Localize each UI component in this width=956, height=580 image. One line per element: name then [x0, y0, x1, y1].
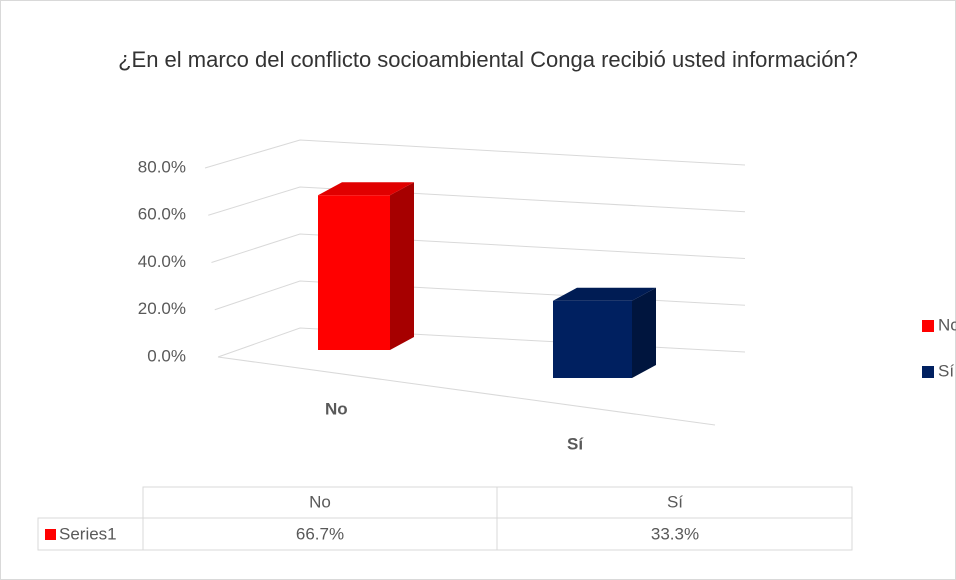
bar-side [390, 182, 414, 350]
table-swatch [45, 529, 56, 540]
table-row [37, 517, 853, 551]
legend-label: Sí [938, 361, 954, 380]
legend-swatch [922, 320, 934, 332]
legend-label: No [938, 315, 956, 334]
bar-top [318, 182, 414, 196]
floor [217, 356, 716, 426]
chart-title: ¿En el marco del conflicto socioambienta… [118, 47, 858, 72]
table-value: 66.7% [296, 524, 344, 543]
y-tick-label: 40.0% [138, 252, 186, 271]
table-series-name: Series1 [59, 524, 117, 543]
table-header-label: No [309, 492, 331, 511]
y-tick-label: 20.0% [138, 299, 186, 318]
table-header-label: Sí [667, 492, 683, 511]
bar [553, 300, 632, 378]
x-tick-label: No [325, 399, 348, 418]
bar-side [632, 287, 656, 378]
legend-swatch [922, 366, 934, 378]
y-tick-label: 60.0% [138, 205, 186, 224]
y-tick-label: 80.0% [138, 157, 186, 176]
grid-line [208, 186, 746, 216]
y-tick-label: 0.0% [147, 346, 186, 365]
table-value: 33.3% [651, 524, 699, 543]
bar [318, 195, 390, 350]
x-tick-label: Sí [567, 434, 584, 453]
grid-line [204, 139, 746, 169]
grid-line [211, 233, 746, 263]
bar-top [553, 287, 656, 301]
